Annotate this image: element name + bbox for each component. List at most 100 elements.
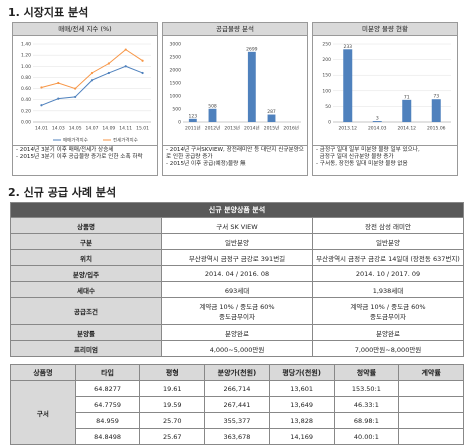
y-tick-label: 0.80 <box>21 75 31 81</box>
bar <box>343 49 353 122</box>
y-tick-label: 0.60 <box>21 86 31 92</box>
x-tick-label: 14.11 <box>119 126 132 132</box>
y-tick-label: 1.40 <box>21 42 31 48</box>
table-cell: 19.61 <box>139 380 206 397</box>
line-point <box>90 71 94 75</box>
table-cell: 13,601 <box>268 380 335 397</box>
x-tick-label: 15.01 <box>136 126 149 132</box>
table-row: 세대수 693세대 1,938세대 <box>10 281 464 298</box>
table-cell: 13,649 <box>268 396 335 413</box>
chart-panel: 미분양 물량 현황 0 50 100 150 200 250 2013.12 2014.03 20… <box>312 22 458 176</box>
data-label: 2699 <box>246 46 258 52</box>
y-tick-label: 0 <box>328 120 331 126</box>
bar <box>372 121 382 122</box>
table-cell: 693세대 <box>161 281 313 298</box>
x-tick-label: 2011년 <box>185 125 201 132</box>
header-row: 상품명 타입 평형 분양가(천원) 평당가(천원) 청약률 계약률 <box>10 364 464 381</box>
table-cell: 부산광역시 금정구 금강로 14일대 (장전동 637번지) <box>312 249 464 266</box>
y-tick-label: 500 <box>172 107 181 113</box>
table-cell: 40.00:1 <box>333 428 400 445</box>
column-header: 분양가(천원) <box>204 364 270 381</box>
table-cell: 64.7759 <box>74 396 141 413</box>
column-header: 타입 <box>74 364 141 381</box>
y-tick-label: 1.20 <box>21 53 31 59</box>
table-cell: 1,938세대 <box>312 281 464 298</box>
table-cell: 25.67 <box>139 428 206 445</box>
table-row: 분양/입주 2014. 04 / 2016. 08 2014. 10 / 2017.… <box>10 265 464 282</box>
x-tick-label: 2012년 <box>205 125 221 132</box>
data-label: 233 <box>343 44 352 50</box>
x-tick-label: 2013년 <box>224 125 240 132</box>
column-header: 계약률 <box>398 364 464 381</box>
note-line: - 2014년 3분기 이후 매매/전세가 상승세 <box>16 147 114 153</box>
row-label: 세대수 <box>10 281 162 298</box>
y-tick-label: 3000 <box>170 42 182 48</box>
x-tick-label: 2015.06 <box>427 126 446 132</box>
legend-label: 전세가격지수 <box>113 137 138 144</box>
bar <box>402 99 412 122</box>
notes: - 금정구 일대 일부 미분양 물량 일부 있으나, 금정구 일대 신규분양 물… <box>313 145 457 175</box>
table-cell: 14,169 <box>268 428 335 445</box>
table-row: 프리미엄 4,000~5,000만원 7,000만원~8,000만원 <box>10 340 464 357</box>
section-heading: 1. 시장지표 분석 <box>8 6 89 19</box>
line-point <box>107 62 110 65</box>
table-cell: 266,714 <box>204 380 270 397</box>
panel-title: 미분양 물량 현황 <box>313 23 457 36</box>
empty-cell <box>398 412 464 429</box>
bar <box>431 99 441 122</box>
x-tick-label: 14.05 <box>69 126 82 132</box>
price-table: 상품명 타입 평형 분양가(천원) 평당가(천원) 청약률 계약률 구서 64.8277 19.6… <box>10 364 464 445</box>
y-tick-label: 1.00 <box>21 64 31 70</box>
line-point <box>90 79 94 82</box>
legend-label: 매매가격지수 <box>63 137 88 144</box>
data-label: 73 <box>433 94 439 100</box>
table-cell: 363,678 <box>204 428 270 445</box>
chart: 0 50 100 150 200 250 2013.12 2014.03 2014.12 2015… <box>322 42 451 132</box>
chart-panel: 공급물량 분석 0 500 1000 1500 2000 2500 3000 2011년 2012… <box>162 22 308 176</box>
row-label: 구분 <box>10 233 162 250</box>
row-label: 상품명 <box>10 217 162 234</box>
empty-cell <box>398 428 464 445</box>
table-cell: 68.98:1 <box>333 412 400 429</box>
x-tick-label: 14.07 <box>86 126 99 132</box>
data-label: 3 <box>376 116 379 122</box>
table-row: 위치 부산광역시 금정구 금강로 391번길 부산광역시 금정구 금강로 14일대 … <box>10 249 464 266</box>
data-label: 123 <box>189 113 198 119</box>
y-tick-label: 2500 <box>170 55 182 61</box>
table-cell: 계약금 10% / 중도금 60% 중도금무이자 <box>312 297 464 325</box>
note-line: - 금정구 일대 일부 미분양 물량 일부 있으나, <box>316 147 420 153</box>
data-label: 71 <box>404 94 410 100</box>
row-label: 위치 <box>10 249 162 266</box>
table-cell: 19.59 <box>139 396 206 413</box>
x-tick-label: 2014년 <box>244 125 260 132</box>
x-tick-label: 2013.12 <box>338 126 357 132</box>
note-line: - 2015년 이후 공급(예정)물량 無 <box>166 161 246 167</box>
table-cell: 부산광역시 금정구 금강로 391번길 <box>161 249 313 266</box>
table-cell: 267,441 <box>204 396 270 413</box>
bar <box>208 108 217 122</box>
row-label: 프리미엄 <box>10 340 162 357</box>
x-tick-label: 2016년 <box>283 125 299 132</box>
table-cell: 25.70 <box>139 412 206 429</box>
table-cell: 장전 삼성 래미안 <box>312 217 464 234</box>
section-heading: 2. 신규 공급 사례 분석 <box>8 186 117 199</box>
chart: 0.00 0.20 0.40 0.60 0.80 1.00 1.20 1.40 14.01 14.… <box>21 42 151 144</box>
note-line: 금정구 일대 신규분양 물량 증가 <box>316 154 394 160</box>
table-cell: 64.8277 <box>74 380 141 397</box>
line-point <box>124 65 127 68</box>
table-row: 구서 64.8277 19.61 266,714 13,601 153.50:1 <box>10 380 464 445</box>
line-point <box>40 86 43 89</box>
bar <box>267 114 276 122</box>
cell-line: 중도금무이자 <box>219 313 255 321</box>
chart-panel: 매매/전세 지수 (%) 0.00 0.20 0.40 0.60 0.80 1.00 1.20… <box>12 22 158 176</box>
table-cell: 153.50:1 <box>333 380 400 397</box>
y-tick-label: 2000 <box>170 68 182 74</box>
column-header: 청약률 <box>333 364 400 381</box>
line-point <box>141 71 144 75</box>
x-tick-label: 14.01 <box>35 126 48 132</box>
y-tick-label: 0.20 <box>21 108 31 114</box>
table-cell: 일반분양 <box>312 233 464 250</box>
column-header: 평형 <box>139 364 206 381</box>
x-tick-label: 2014.03 <box>368 126 387 132</box>
table-cell: 355,377 <box>204 412 270 429</box>
